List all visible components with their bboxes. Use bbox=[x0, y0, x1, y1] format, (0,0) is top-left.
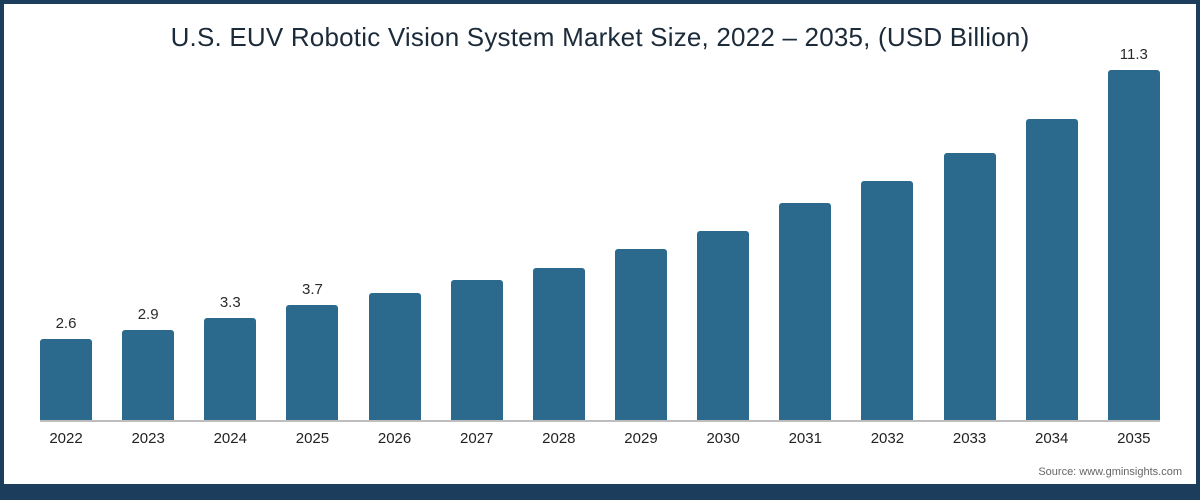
bar-group: 2.9 bbox=[122, 306, 175, 420]
x-axis-tick-label: 2031 bbox=[788, 430, 822, 447]
bar bbox=[614, 249, 667, 420]
bar-group bbox=[943, 129, 996, 420]
bottom-accent-bar bbox=[4, 484, 1196, 496]
chart-title: U.S. EUV Robotic Vision System Market Si… bbox=[170, 22, 1030, 52]
bar-value-label: 2.6 bbox=[55, 315, 77, 332]
x-axis-tick-label: 2029 bbox=[624, 430, 658, 447]
x-axis-tick-label: 2033 bbox=[952, 430, 987, 447]
plot-area: 2.6 2.9 3.3 3.7 11.3 bbox=[40, 46, 1160, 422]
x-axis-tick-label: 2028 bbox=[542, 430, 576, 447]
bar bbox=[286, 305, 339, 420]
bar bbox=[943, 153, 996, 420]
bar-group bbox=[368, 269, 421, 420]
bar-group bbox=[1025, 95, 1078, 420]
bar-value-label: 2.9 bbox=[137, 306, 159, 323]
bar-group bbox=[450, 256, 503, 420]
bar bbox=[204, 318, 257, 420]
x-axis-tick-label: 2025 bbox=[295, 430, 330, 447]
bar bbox=[40, 339, 92, 420]
bar-group bbox=[779, 179, 832, 420]
source-attribution: Source: www.gminsights.com bbox=[1038, 466, 1182, 478]
x-axis-tick-label: 2023 bbox=[131, 430, 165, 447]
bar-group bbox=[697, 207, 750, 420]
x-axis-tick-label: 2024 bbox=[213, 430, 247, 447]
bar bbox=[861, 181, 914, 420]
bar bbox=[532, 268, 585, 420]
bar bbox=[697, 231, 750, 420]
bar bbox=[1025, 119, 1078, 420]
x-axis-tick-label: 2027 bbox=[460, 430, 494, 447]
x-axis-tick-label: 2022 bbox=[49, 430, 83, 447]
x-axis-labels: 2022 2023 2024 2025 2026 2027 2028 2029 2030 2031… bbox=[40, 430, 1160, 447]
x-axis-tick-label: 2030 bbox=[706, 430, 740, 447]
x-axis-tick-label: 2032 bbox=[870, 430, 905, 447]
x-axis-tick-label: 2034 bbox=[1035, 430, 1069, 447]
bar bbox=[450, 280, 503, 420]
bar-value-label: 3.7 bbox=[301, 281, 323, 298]
bar-group bbox=[532, 244, 585, 420]
bar-group: 3.7 bbox=[286, 281, 339, 420]
x-axis-tick-label: 2026 bbox=[377, 430, 412, 447]
bar-group: 11.3 bbox=[1107, 46, 1160, 420]
bar bbox=[368, 293, 421, 420]
bar-group bbox=[861, 157, 914, 420]
bar bbox=[779, 203, 832, 420]
bar-value-label: 3.3 bbox=[219, 294, 241, 311]
bar-group: 2.6 bbox=[40, 315, 92, 420]
bar bbox=[1107, 70, 1160, 420]
bar-group: 3.3 bbox=[204, 294, 257, 420]
bar-group bbox=[614, 225, 667, 420]
x-axis-tick-label: 2035 bbox=[1117, 430, 1151, 447]
bar bbox=[122, 330, 175, 420]
bar-value-label: 11.3 bbox=[1119, 46, 1148, 63]
